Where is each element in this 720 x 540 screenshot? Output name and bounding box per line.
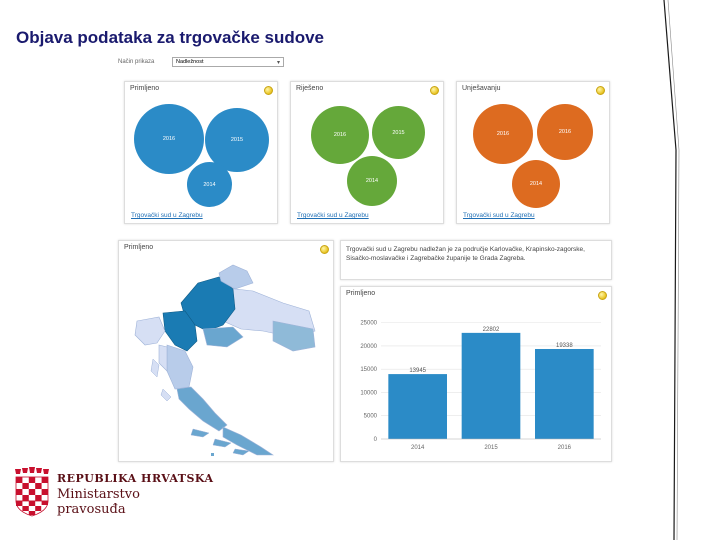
croatia-map[interactable] — [123, 259, 329, 459]
data-label: 19338 — [556, 343, 573, 349]
panel-received: Primljeno 2016 2015 2014 Trgovački sud u… — [124, 81, 278, 224]
court-link[interactable]: Trgovački sud u Zagrebu — [131, 212, 203, 219]
map-region-east — [272, 320, 316, 352]
chart-panel: Primljeno 0 5000 10000 15000 20000 25000 13945… — [340, 286, 612, 462]
map-panel: Primljeno — [118, 240, 334, 462]
logo-line-1: REPUBLIKA HRVATSKA — [57, 472, 214, 485]
view-mode-row: Način prikaza Nadležnost ▾ — [118, 56, 284, 68]
panel-resolved: Riješeno 2016 2015 2014 Trgovački sud u … — [290, 81, 444, 224]
map-region-north — [218, 264, 254, 290]
y-tick-label: 0 — [374, 437, 378, 443]
bubble-2015[interactable]: 2015 — [205, 108, 269, 172]
y-tick-label: 25000 — [360, 321, 377, 327]
logo-line-2: Ministarstvo — [57, 487, 140, 502]
info-icon[interactable] — [320, 245, 329, 254]
bubble-label: 2016 — [558, 129, 572, 135]
bubble-label: 2015 — [230, 137, 244, 143]
panel-title: Riješeno — [296, 85, 324, 92]
y-tick-label: 5000 — [364, 414, 378, 420]
bubble-2015[interactable]: 2015 — [372, 106, 425, 159]
info-icon[interactable] — [264, 86, 273, 95]
bubble-2016[interactable]: 2016 — [473, 104, 533, 164]
x-tick-label: 2014 — [411, 445, 425, 451]
map-region-sisak — [202, 326, 244, 348]
map-panel-title: Primljeno — [124, 244, 154, 251]
map-region-south-dalmatia — [222, 426, 274, 456]
x-tick-label: 2015 — [484, 445, 498, 451]
bubble-label: 2016 — [496, 131, 510, 137]
panel-in-progress: Unješavanju 2016 2016 2014 Trgovački sud… — [456, 81, 610, 224]
bubble-2016[interactable]: 2016 — [134, 104, 204, 174]
bar-chart: 0 5000 10000 15000 20000 25000 13945 2014 22802 2… — [360, 321, 601, 451]
bubble-2016b[interactable]: 2016 — [537, 104, 593, 160]
x-tick-label: 2016 — [558, 445, 572, 451]
court-link[interactable]: Trgovački sud u Zagrebu — [463, 212, 535, 219]
y-tick-label: 20000 — [360, 344, 377, 350]
info-icon[interactable] — [598, 291, 607, 300]
panel-title: Unješavanju — [462, 85, 501, 92]
y-tick-label: 15000 — [360, 367, 377, 373]
map-region-karlovac — [162, 310, 198, 352]
bubble-label: 2016 — [333, 132, 347, 138]
bar-2014[interactable] — [388, 374, 447, 439]
data-label: 22802 — [483, 327, 500, 333]
data-label: 13945 — [409, 368, 426, 374]
y-tick-label: 10000 — [360, 390, 377, 396]
bar-2015[interactable] — [461, 332, 521, 439]
chevron-down-icon: ▾ — [276, 59, 280, 66]
view-mode-value: Nadležnost — [176, 59, 204, 65]
info-icon[interactable] — [596, 86, 605, 95]
bubble-2014[interactable]: 2014 — [347, 156, 397, 206]
bubble-label: 2016 — [162, 136, 176, 142]
slide-title: Objava podataka za trgovačke sudove — [16, 28, 325, 47]
bubble-label: 2014 — [365, 178, 379, 184]
croatia-coat-of-arms-logo — [15, 467, 49, 517]
bubble-label: 2014 — [203, 181, 216, 188]
logo-line-3: pravosuđa — [57, 502, 126, 517]
map-region-istria — [134, 316, 166, 346]
view-mode-select[interactable]: Nadležnost ▾ — [172, 57, 284, 67]
bar-2016[interactable] — [535, 348, 594, 439]
court-link[interactable]: Trgovački sud u Zagrebu — [297, 212, 369, 219]
bubble-2014[interactable]: 2014 — [512, 160, 560, 208]
bubble-label: 2014 — [529, 181, 543, 187]
map-region-dalmatia — [176, 386, 228, 432]
bubble-2014[interactable]: 2014 — [187, 162, 232, 207]
bubble-label: 2015 — [392, 129, 405, 136]
decorative-divider-line — [663, 0, 680, 540]
ministry-logo-text: REPUBLIKA HRVATSKA Ministarstvo pravosuđ… — [57, 472, 214, 517]
map-region-lika — [166, 344, 194, 390]
view-mode-label: Način prikaza — [118, 59, 155, 65]
bubble-2016[interactable]: 2016 — [311, 106, 369, 164]
court-description: Trgovački sud u Zagrebu nadležan je za p… — [340, 240, 612, 280]
info-icon[interactable] — [430, 86, 439, 95]
chart-panel-title: Primljeno — [346, 290, 376, 297]
panel-title: Primljeno — [130, 85, 160, 92]
